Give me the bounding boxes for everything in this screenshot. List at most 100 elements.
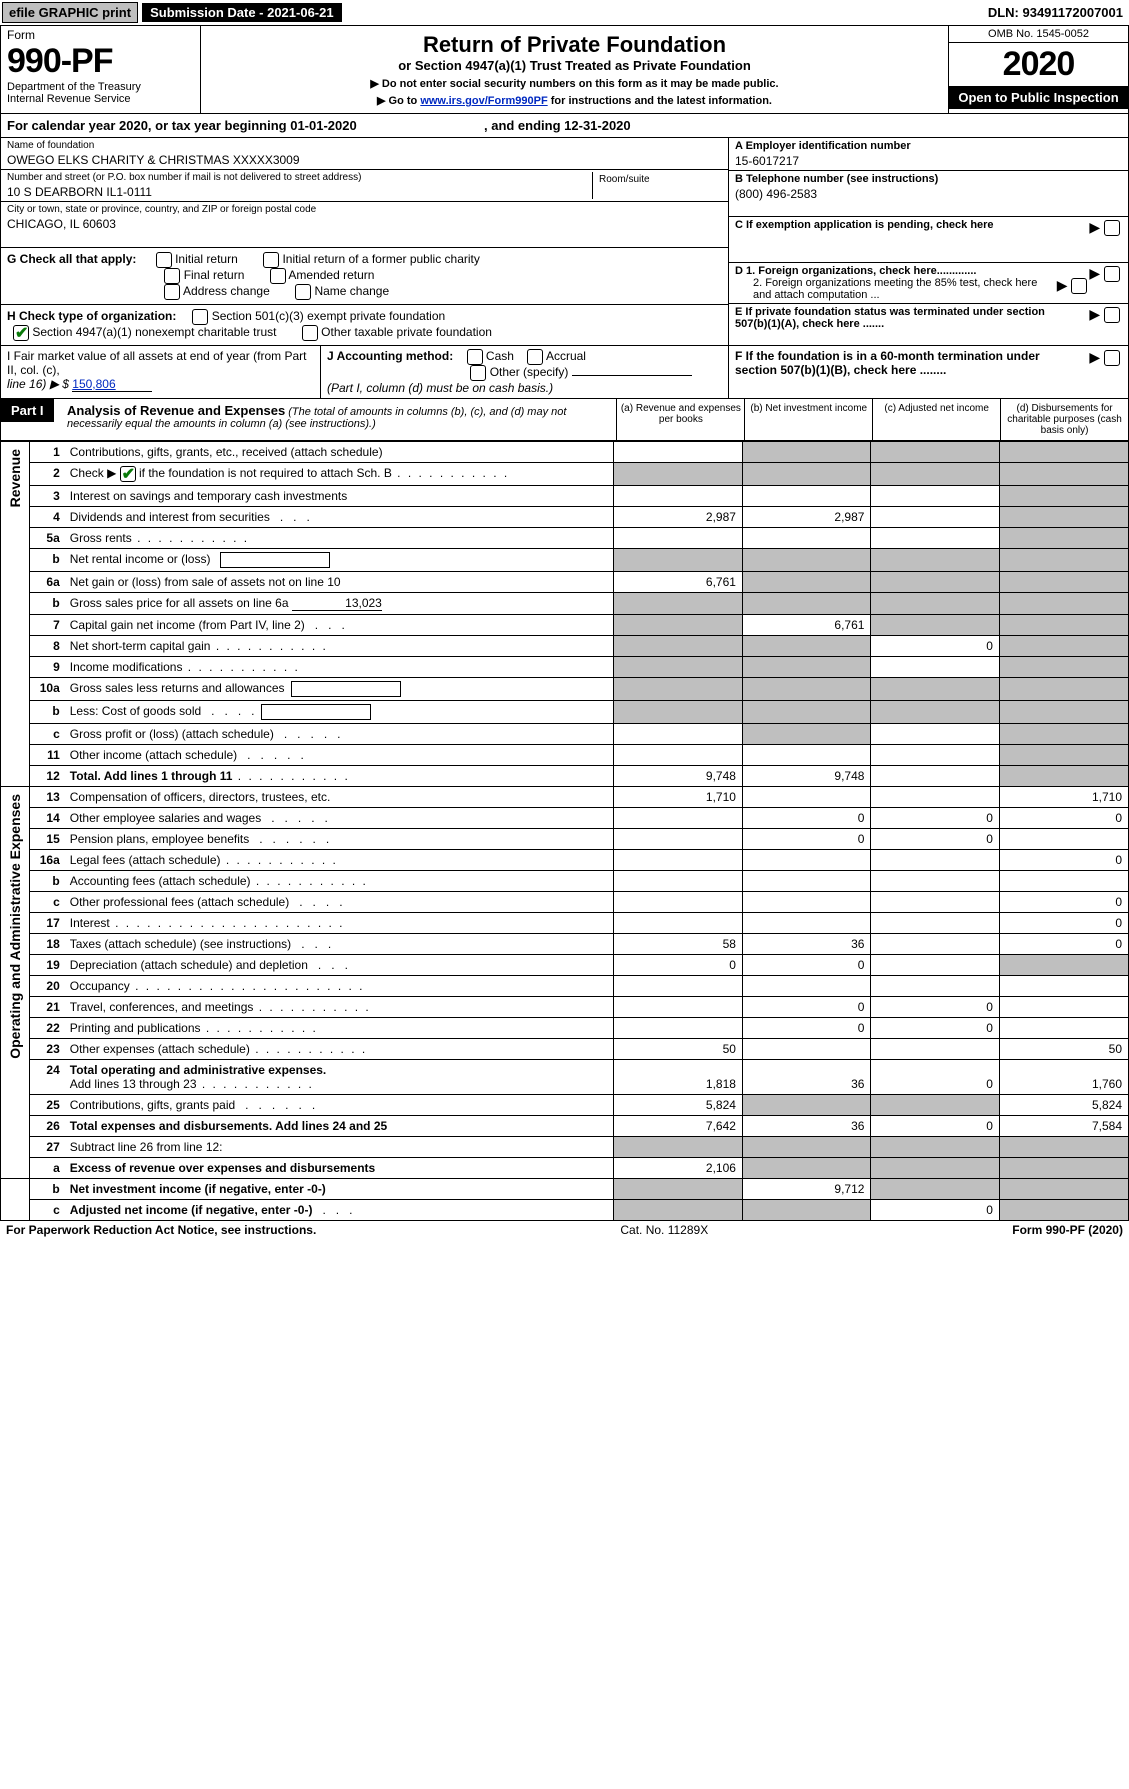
room-label: Room/suite bbox=[592, 172, 722, 199]
r16a-d: 0 bbox=[999, 850, 1128, 871]
r18-d: 0 bbox=[999, 934, 1128, 955]
r14-num: 14 bbox=[30, 808, 66, 829]
ein-cell: A Employer identification number 15-6017… bbox=[729, 138, 1128, 171]
r27-num: 27 bbox=[30, 1137, 66, 1158]
r18-desc: Taxes (attach schedule) (see instruction… bbox=[66, 934, 614, 955]
r26-b: 36 bbox=[742, 1116, 871, 1137]
r8-desc: Net short-term capital gain bbox=[66, 636, 614, 657]
row-22: 22 Printing and publications 0 0 bbox=[1, 1018, 1128, 1039]
chk-initial-former[interactable] bbox=[263, 252, 279, 268]
r22-desc: Printing and publications bbox=[66, 1018, 614, 1039]
omb-label: OMB No. 1545-0052 bbox=[949, 26, 1128, 43]
g-o2: Initial return of a former public charit… bbox=[282, 252, 479, 266]
instr-2: ▶ Go to www.irs.gov/Form990PF for instru… bbox=[211, 94, 938, 107]
chk-amended[interactable] bbox=[270, 268, 286, 284]
r14-c: 0 bbox=[871, 808, 1000, 829]
chk-f[interactable] bbox=[1104, 350, 1120, 366]
r15-num: 15 bbox=[30, 829, 66, 850]
i-lbl2: line 16) ▶ $ bbox=[7, 377, 69, 391]
chk-initial-return[interactable] bbox=[156, 252, 172, 268]
i-j-row: I Fair market value of all assets at end… bbox=[1, 345, 1128, 399]
i-value[interactable]: 150,806 bbox=[72, 377, 152, 392]
chk-sch-b[interactable] bbox=[120, 466, 136, 482]
header-middle: Return of Private Foundation or Section … bbox=[201, 26, 948, 113]
r19-desc: Depreciation (attach schedule) and deple… bbox=[66, 955, 614, 976]
phone-value: (800) 496-2583 bbox=[735, 185, 1122, 201]
j-o2: Accrual bbox=[546, 349, 586, 363]
section-f: F If the foundation is in a 60-month ter… bbox=[728, 346, 1128, 398]
identity-right: A Employer identification number 15-6017… bbox=[728, 138, 1128, 345]
chk-c[interactable] bbox=[1104, 220, 1120, 236]
chk-final-return[interactable] bbox=[164, 268, 180, 284]
chk-accrual[interactable] bbox=[527, 349, 543, 365]
revenue-label: Revenue bbox=[5, 445, 25, 511]
chk-name-change[interactable] bbox=[295, 284, 311, 300]
part1-table: Revenue 1 Contributions, gifts, grants, … bbox=[1, 441, 1128, 1220]
chk-d2[interactable] bbox=[1071, 278, 1087, 294]
c-cell: C If exemption application is pending, c… bbox=[729, 217, 1128, 263]
instr-2a: ▶ Go to bbox=[377, 95, 420, 107]
row-10c: c Gross profit or (loss) (attach schedul… bbox=[1, 724, 1128, 745]
r24-b: 36 bbox=[742, 1060, 871, 1095]
chk-address-change[interactable] bbox=[164, 284, 180, 300]
r5b-desc: Net rental income or (loss) bbox=[66, 549, 614, 572]
row-27c: c Adjusted net income (if negative, ente… bbox=[1, 1200, 1128, 1221]
r2-desc: Check ▶ if the foundation is not require… bbox=[66, 463, 614, 486]
r24-d: 1,760 bbox=[999, 1060, 1128, 1095]
g-o1: Initial return bbox=[175, 252, 238, 266]
r27b-num: b bbox=[30, 1179, 66, 1200]
part1-badge-wrap: Part I bbox=[1, 399, 61, 440]
r27b-b: 9,712 bbox=[742, 1179, 871, 1200]
r16a-num: 16a bbox=[30, 850, 66, 871]
r5a-num: 5a bbox=[30, 528, 66, 549]
form-link[interactable]: www.irs.gov/Form990PF bbox=[420, 95, 547, 107]
r12-num: 12 bbox=[30, 766, 66, 787]
r21-num: 21 bbox=[30, 997, 66, 1018]
chk-501c3[interactable] bbox=[192, 309, 208, 325]
col-d-hdr: (d) Disbursements for charitable purpose… bbox=[1000, 399, 1128, 440]
j-note: (Part I, column (d) must be on cash basi… bbox=[327, 381, 553, 395]
cal-b: , and ending 12-31-2020 bbox=[484, 118, 631, 133]
r3-num: 3 bbox=[30, 486, 66, 507]
chk-d1[interactable] bbox=[1104, 266, 1120, 282]
r26-a: 7,642 bbox=[614, 1116, 743, 1137]
row-5a: 5a Gross rents bbox=[1, 528, 1128, 549]
r27a-desc: Excess of revenue over expenses and disb… bbox=[66, 1158, 614, 1179]
row-20: 20 Occupancy bbox=[1, 976, 1128, 997]
r24-c: 0 bbox=[871, 1060, 1000, 1095]
r10b-box[interactable] bbox=[261, 704, 371, 720]
expenses-side: Operating and Administrative Expenses bbox=[1, 787, 30, 1179]
r14-b: 0 bbox=[742, 808, 871, 829]
r16b-desc: Accounting fees (attach schedule) bbox=[66, 871, 614, 892]
city-cell: City or town, state or province, country… bbox=[1, 202, 728, 248]
r9-desc: Income modifications bbox=[66, 657, 614, 678]
r24-num: 24 bbox=[30, 1060, 66, 1095]
r21-c: 0 bbox=[871, 997, 1000, 1018]
instr-2b: for instructions and the latest informat… bbox=[548, 95, 772, 107]
form-subtitle: or Section 4947(a)(1) Trust Treated as P… bbox=[211, 58, 938, 73]
chk-other-method[interactable] bbox=[470, 365, 486, 381]
r5b-box[interactable] bbox=[220, 552, 330, 568]
chk-e[interactable] bbox=[1104, 307, 1120, 323]
r1-c bbox=[871, 442, 1000, 463]
row-23: 23 Other expenses (attach schedule) 50 5… bbox=[1, 1039, 1128, 1060]
d-cell: D 1. Foreign organizations, check here..… bbox=[729, 263, 1128, 304]
r13-desc: Compensation of officers, directors, tru… bbox=[66, 787, 614, 808]
r23-desc: Other expenses (attach schedule) bbox=[66, 1039, 614, 1060]
chk-4947a1[interactable] bbox=[13, 325, 29, 341]
h-o1: Section 501(c)(3) exempt private foundat… bbox=[212, 309, 445, 323]
row-8: 8 Net short-term capital gain 0 bbox=[1, 636, 1128, 657]
chk-cash[interactable] bbox=[467, 349, 483, 365]
r24-a: 1,818 bbox=[614, 1060, 743, 1095]
chk-other-taxable[interactable] bbox=[302, 325, 318, 341]
efile-print-button[interactable]: efile GRAPHIC print bbox=[2, 2, 138, 23]
section-i: I Fair market value of all assets at end… bbox=[1, 346, 321, 398]
g-o6: Name change bbox=[314, 284, 389, 298]
part1-left: Part I Analysis of Revenue and Expenses … bbox=[1, 399, 616, 440]
r10a-box[interactable] bbox=[291, 681, 401, 697]
r26-desc: Total expenses and disbursements. Add li… bbox=[66, 1116, 614, 1137]
row-12: 12 Total. Add lines 1 through 11 9,748 9… bbox=[1, 766, 1128, 787]
row-21: 21 Travel, conferences, and meetings 0 0 bbox=[1, 997, 1128, 1018]
form-word: Form bbox=[7, 28, 35, 42]
r4-a: 2,987 bbox=[614, 507, 743, 528]
